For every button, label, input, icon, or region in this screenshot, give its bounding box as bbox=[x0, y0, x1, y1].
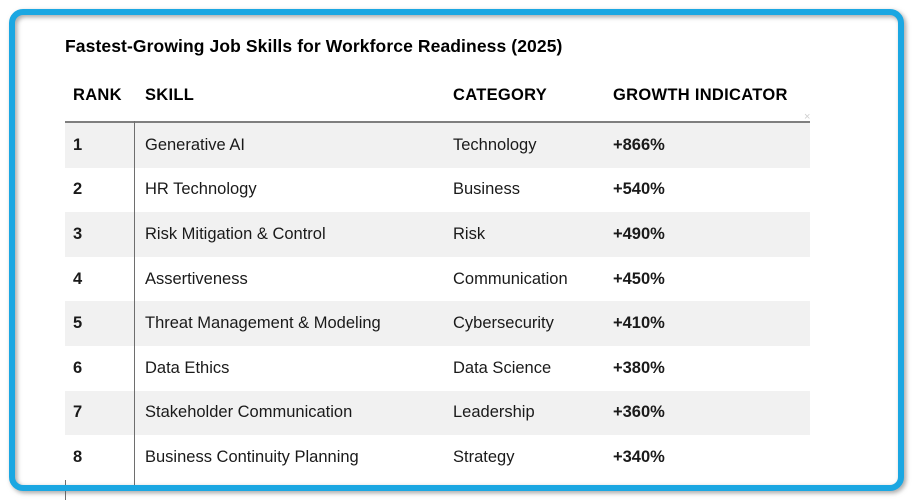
rank-cell: 5 bbox=[73, 314, 83, 333]
skill-cell: Business Continuity Planning bbox=[145, 447, 359, 466]
resize-handle-artifact: × bbox=[804, 111, 811, 123]
growth-cell: +380% bbox=[613, 358, 665, 377]
rank-cell: 3 bbox=[73, 224, 83, 243]
column-header-category: CATEGORY bbox=[453, 85, 548, 104]
category-cell: Leadership bbox=[453, 403, 535, 422]
table-row: 4 Assertiveness Communication +450% bbox=[65, 256, 810, 302]
table-header-row: RANK SKILL CATEGORY GROWTH INDICATOR bbox=[65, 84, 810, 106]
category-cell: Strategy bbox=[453, 447, 515, 466]
skill-cell: Risk Mitigation & Control bbox=[145, 224, 326, 243]
growth-cell: +360% bbox=[613, 403, 665, 422]
category-cell: Technology bbox=[453, 135, 537, 154]
rank-cell: 4 bbox=[73, 269, 83, 288]
category-cell: Communication bbox=[453, 269, 568, 288]
category-cell: Risk bbox=[453, 224, 486, 243]
rank-column-divider-line bbox=[134, 121, 135, 485]
growth-cell: +340% bbox=[613, 447, 665, 466]
slide-title: Fastest-Growing Job Skills for Workforce… bbox=[65, 36, 563, 56]
table-row: 3 Risk Mitigation & Control Risk +490% bbox=[65, 212, 810, 257]
growth-cell: +490% bbox=[613, 224, 665, 243]
rank-cell: 2 bbox=[73, 180, 83, 199]
cropped-table-line-artifact bbox=[65, 480, 66, 500]
skill-cell: Stakeholder Communication bbox=[145, 403, 353, 422]
table-row: 6 Data Ethics Data Science +380% bbox=[65, 345, 810, 391]
skill-cell: Threat Management & Modeling bbox=[145, 314, 381, 333]
column-header-rank: RANK bbox=[73, 85, 122, 104]
category-cell: Cybersecurity bbox=[453, 314, 554, 333]
table-row: 7 Stakeholder Communication Leadership +… bbox=[65, 390, 810, 436]
table-row: 2 HR Technology Business +540% bbox=[65, 167, 810, 213]
skill-cell: HR Technology bbox=[145, 180, 257, 199]
skills-table-body: 1 Generative AI Technology +866% 2 HR Te… bbox=[65, 121, 810, 480]
category-cell: Data Science bbox=[453, 358, 552, 377]
growth-cell: +540% bbox=[613, 180, 665, 199]
skill-cell: Assertiveness bbox=[145, 269, 248, 288]
table-row: 5 Threat Management & Modeling Cybersecu… bbox=[65, 301, 810, 346]
skill-cell: Generative AI bbox=[145, 135, 245, 154]
rank-cell: 6 bbox=[73, 358, 83, 377]
rank-cell: 8 bbox=[73, 447, 83, 466]
growth-cell: +410% bbox=[613, 314, 665, 333]
growth-cell: +866% bbox=[613, 135, 665, 154]
growth-cell: +450% bbox=[613, 269, 665, 288]
rank-cell: 1 bbox=[73, 135, 83, 154]
table-row: 8 Business Continuity Planning Strategy … bbox=[65, 435, 810, 480]
rank-cell: 7 bbox=[73, 403, 83, 422]
skill-cell: Data Ethics bbox=[145, 358, 230, 377]
category-cell: Business bbox=[453, 180, 520, 199]
column-header-growth: GROWTH INDICATOR bbox=[613, 85, 788, 104]
table-row: 1 Generative AI Technology +866% bbox=[65, 123, 810, 168]
column-header-skill: SKILL bbox=[145, 85, 195, 104]
